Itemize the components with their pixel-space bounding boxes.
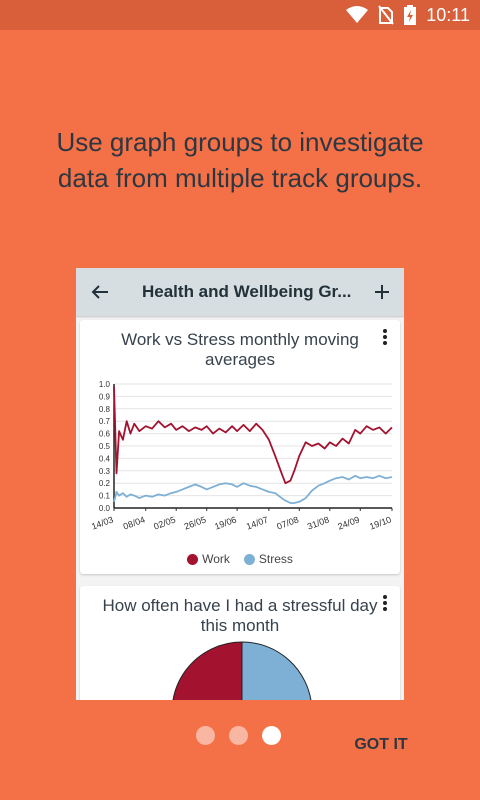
x-tick-label: 14/03 xyxy=(90,514,115,531)
x-tick-label: 19/06 xyxy=(213,514,238,531)
no-sim-icon xyxy=(378,5,395,25)
legend-dot-stress xyxy=(243,553,255,565)
y-tick-label: 0.1 xyxy=(99,492,111,501)
x-tick-label: 08/04 xyxy=(122,514,147,531)
got-it-button[interactable]: GOT IT xyxy=(354,736,408,753)
graph-title-line-1: How often have I had a stressful day xyxy=(102,596,378,615)
y-tick-label: 0.5 xyxy=(99,442,111,451)
chart-legend: Work Stress xyxy=(80,552,400,566)
graph-card-stressful-days[interactable]: How often have I had a stressful day thi… xyxy=(80,586,400,700)
legend-item-stress: Stress xyxy=(243,552,293,566)
graph-title-line-1: Work vs Stress monthly moving xyxy=(121,330,359,349)
add-button[interactable] xyxy=(370,280,394,304)
y-tick-label: 0.9 xyxy=(99,392,111,401)
app-preview: Health and Wellbeing Gr... Work vs Stres… xyxy=(76,268,404,700)
page-indicator xyxy=(196,726,281,745)
x-tick-label: 19/10 xyxy=(368,514,393,531)
back-button[interactable] xyxy=(88,280,112,304)
status-time: 10:11 xyxy=(426,4,470,25)
more-options-icon[interactable] xyxy=(382,594,388,613)
status-bar: 10:11 xyxy=(0,0,480,30)
graph-title: Work vs Stress monthly moving averages xyxy=(100,330,380,370)
legend-label-stress: Stress xyxy=(258,552,293,566)
y-tick-label: 0.8 xyxy=(99,405,111,414)
graph-title-line-2: averages xyxy=(205,350,275,369)
page-dot-1[interactable] xyxy=(196,726,215,745)
y-tick-label: 0.7 xyxy=(99,417,111,426)
page-dot-3[interactable] xyxy=(262,726,281,745)
graph-title-line-2: this month xyxy=(200,616,280,635)
x-tick-label: 24/09 xyxy=(336,514,361,531)
legend-item-work: Work xyxy=(187,552,230,566)
plus-icon xyxy=(375,285,389,299)
legend-dot-work xyxy=(187,553,199,565)
x-tick-label: 26/05 xyxy=(183,514,208,531)
app-bar: Health and Wellbeing Gr... xyxy=(76,268,404,316)
x-tick-label: 02/05 xyxy=(152,514,177,531)
x-tick-label: 07/08 xyxy=(275,514,300,531)
y-tick-label: 0.0 xyxy=(99,504,111,513)
more-options-icon[interactable] xyxy=(382,328,388,347)
graph-card-work-vs-stress[interactable]: Work vs Stress monthly moving averages 0… xyxy=(80,320,400,574)
y-tick-label: 0.2 xyxy=(99,479,111,488)
line-chart: 0.0 0.1 0.2 0.3 0.4 0.5 0.6 0.7 0.8 0.9 1.0 14/03 08… xyxy=(90,380,393,532)
wifi-icon xyxy=(346,6,369,23)
pie-slice-1 xyxy=(172,641,243,700)
y-tick-label: 0.6 xyxy=(99,430,111,439)
series-line-work xyxy=(113,386,393,485)
y-tick-label: 0.4 xyxy=(99,454,111,463)
app-title: Health and Wellbeing Gr... xyxy=(142,282,352,301)
pie-slice-2 xyxy=(241,641,312,700)
status-icons: 10:11 xyxy=(346,0,470,30)
y-tick-label: 0.3 xyxy=(99,467,111,476)
pie-chart xyxy=(172,641,312,700)
x-tick-label: 14/07 xyxy=(245,514,270,531)
page-dot-2[interactable] xyxy=(229,726,248,745)
series-line-stress xyxy=(113,474,393,504)
y-tick-label: 1.0 xyxy=(99,380,111,389)
battery-charging-icon xyxy=(404,5,417,25)
arrow-left-icon xyxy=(91,285,108,299)
x-tick-label: 31/08 xyxy=(306,514,331,531)
onboarding-headline: Use graph groups to investigate data fro… xyxy=(56,127,424,193)
graph-title: How often have I had a stressful day thi… xyxy=(100,596,380,636)
legend-label-work: Work xyxy=(202,552,230,566)
